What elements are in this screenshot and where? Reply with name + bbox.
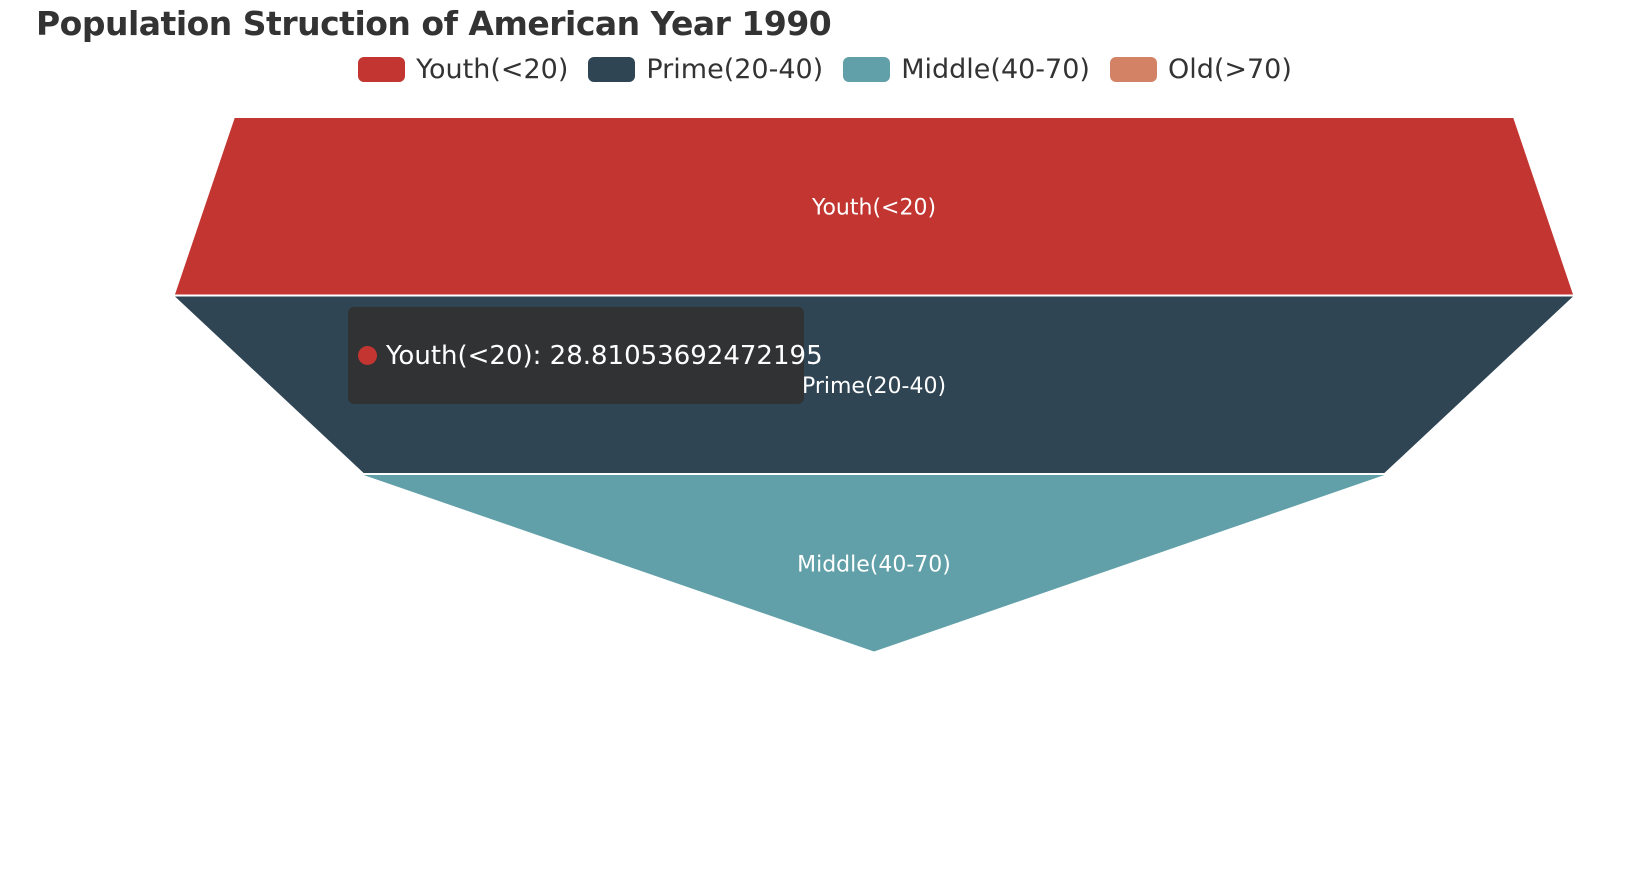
legend-item-middle[interactable]: Middle(40-70) <box>843 54 1090 85</box>
legend-item-old[interactable]: Old(>70) <box>1109 54 1292 85</box>
chart-title: Population Struction of American Year 19… <box>36 4 832 43</box>
legend-item-prime[interactable]: Prime(20-40) <box>588 54 823 85</box>
legend-label-middle: Middle(40-70) <box>901 54 1090 85</box>
funnel-label-3: Old(>70) <box>824 731 925 756</box>
funnel-segment-2[interactable] <box>363 475 1385 652</box>
tooltip-marker-dot <box>358 346 377 365</box>
funnel-label-0: Youth(<20) <box>811 195 936 220</box>
legend-swatch-old <box>1109 57 1157 82</box>
legend-swatch-youth <box>358 57 406 82</box>
funnel-label-2: Middle(40-70) <box>797 552 951 577</box>
legend-swatch-prime <box>588 57 636 82</box>
legend-label-youth: Youth(<20) <box>416 54 569 85</box>
legend-item-youth[interactable]: Youth(<20) <box>358 54 568 85</box>
legend-swatch-middle <box>843 57 891 82</box>
tooltip: Youth(<20): 28.81053692472195 <box>348 307 823 404</box>
legend-label-old: Old(>70) <box>1167 54 1292 85</box>
funnel-label-1: Prime(20-40) <box>802 374 946 399</box>
legend: Youth(<20) Prime(20-40) Middle(40-70) Ol… <box>0 54 1650 85</box>
legend-label-prime: Prime(20-40) <box>646 54 824 85</box>
funnel-segment-0[interactable] <box>175 118 1573 295</box>
tooltip-text: Youth(<20): 28.81053692472195 <box>386 340 823 371</box>
